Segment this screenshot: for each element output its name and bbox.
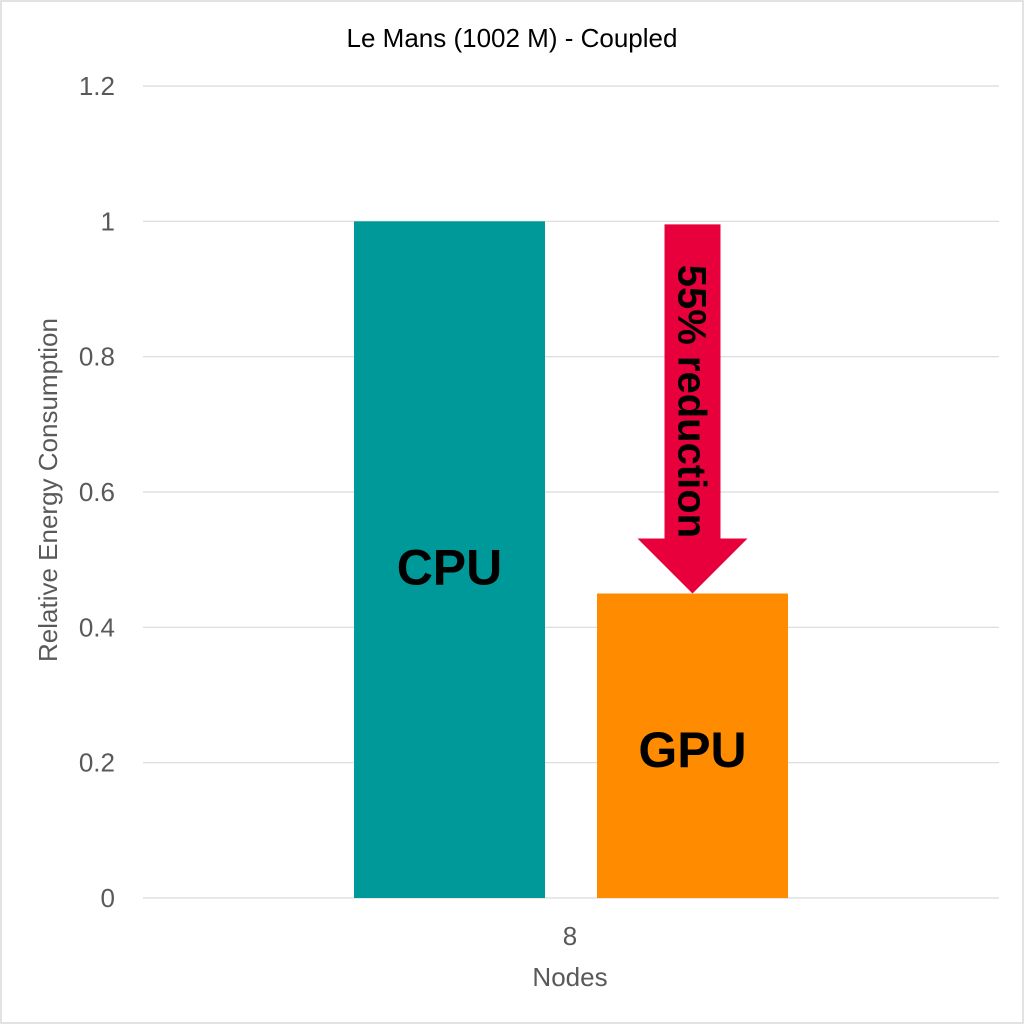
y-tick-label: 0.6 bbox=[79, 477, 115, 507]
y-tick-label: 0.8 bbox=[79, 342, 115, 372]
bar-gpu bbox=[597, 593, 788, 898]
bar-label-cpu: CPU bbox=[397, 539, 503, 595]
y-tick-label: 0 bbox=[101, 883, 115, 913]
y-tick-label: 0.4 bbox=[79, 612, 115, 642]
reduction-annotation: 55% reduction bbox=[637, 224, 748, 594]
x-axis-label: Nodes bbox=[532, 962, 607, 992]
y-axis-ticks: 0 0.2 0.4 0.6 0.8 1 1.2 bbox=[79, 71, 115, 913]
y-tick-label: 1 bbox=[101, 206, 115, 236]
gridlines bbox=[143, 85, 999, 899]
bars bbox=[354, 221, 788, 899]
bar-cpu bbox=[354, 221, 545, 899]
y-tick-label: 1.2 bbox=[79, 71, 115, 101]
reduction-label: 55% reduction bbox=[670, 265, 714, 538]
bar-label-gpu: GPU bbox=[638, 722, 746, 778]
bar-labels: CPU GPU bbox=[397, 539, 747, 778]
x-tick-label: 8 bbox=[563, 921, 577, 951]
y-axis-label: Relative Energy Consumption bbox=[33, 318, 63, 662]
y-tick-label: 0.2 bbox=[79, 748, 115, 778]
down-arrow-icon bbox=[637, 224, 748, 594]
chart-title: Le Mans (1002 M) - Coupled bbox=[347, 23, 678, 53]
